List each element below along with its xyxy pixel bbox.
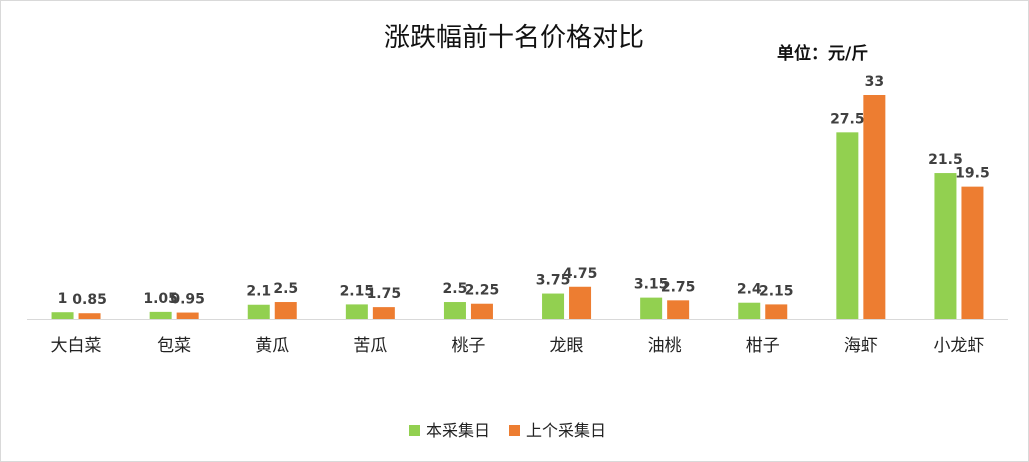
bar [738,302,761,319]
bar [667,300,690,319]
data-label: 1.75 [367,286,402,302]
x-tick-label: 油桃 [648,336,682,356]
bar [176,312,199,319]
bar [443,302,466,319]
bar [470,303,493,319]
data-label: 27.5 [830,111,865,127]
bar [51,312,74,319]
x-tick-label: 小龙虾 [933,336,984,356]
bar [934,173,957,319]
x-tick-label: 柑子 [746,336,780,356]
legend: 本采集日 上个采集日 [409,421,606,440]
data-label: 2.1 [246,284,271,300]
data-label: 2.5 [273,281,298,297]
bar [863,95,886,319]
data-label: 2.5 [443,281,468,297]
data-label: 2.25 [465,283,500,299]
bar [640,297,663,319]
unit-label: 单位：元/斤 [777,43,868,64]
data-label: 19.5 [955,166,990,182]
bar [836,132,859,319]
data-label: 0.85 [72,292,107,308]
legend-swatch [509,425,520,436]
legend-swatch [409,425,420,436]
bar [372,307,395,319]
x-tick-label: 海虾 [844,336,878,356]
bar [961,186,984,319]
bar [345,304,368,319]
data-label: 2.75 [661,279,696,295]
data-label: 3.75 [536,273,571,289]
bar [78,313,101,319]
x-tick-label: 黄瓜 [255,336,289,356]
bar [569,286,592,319]
bar [542,293,565,319]
data-label: 0.95 [170,292,205,308]
bar [247,304,270,319]
data-label: 2.15 [759,283,794,299]
legend-label: 本采集日 [426,421,490,440]
x-tick-label: 大白菜 [51,336,102,356]
bar [765,304,788,319]
data-label: 2.15 [340,283,375,299]
legend-label: 上个采集日 [526,421,606,440]
data-label: 33 [865,74,884,90]
x-tick-label: 苦瓜 [353,336,387,356]
bar [274,302,297,319]
data-label: 21.5 [928,152,963,168]
data-label: 1 [58,291,68,307]
data-label: 4.75 [563,266,598,282]
x-tick-label: 包菜 [157,336,191,356]
data-label: 2.4 [737,282,762,298]
chart-title: 涨跌幅前十名价格对比 [384,23,644,53]
bar [149,311,172,319]
x-tick-label: 龙眼 [550,336,584,356]
data-label: 1.05 [143,291,178,307]
x-tick-label: 桃子 [451,336,485,356]
data-label: 3.15 [634,277,669,293]
